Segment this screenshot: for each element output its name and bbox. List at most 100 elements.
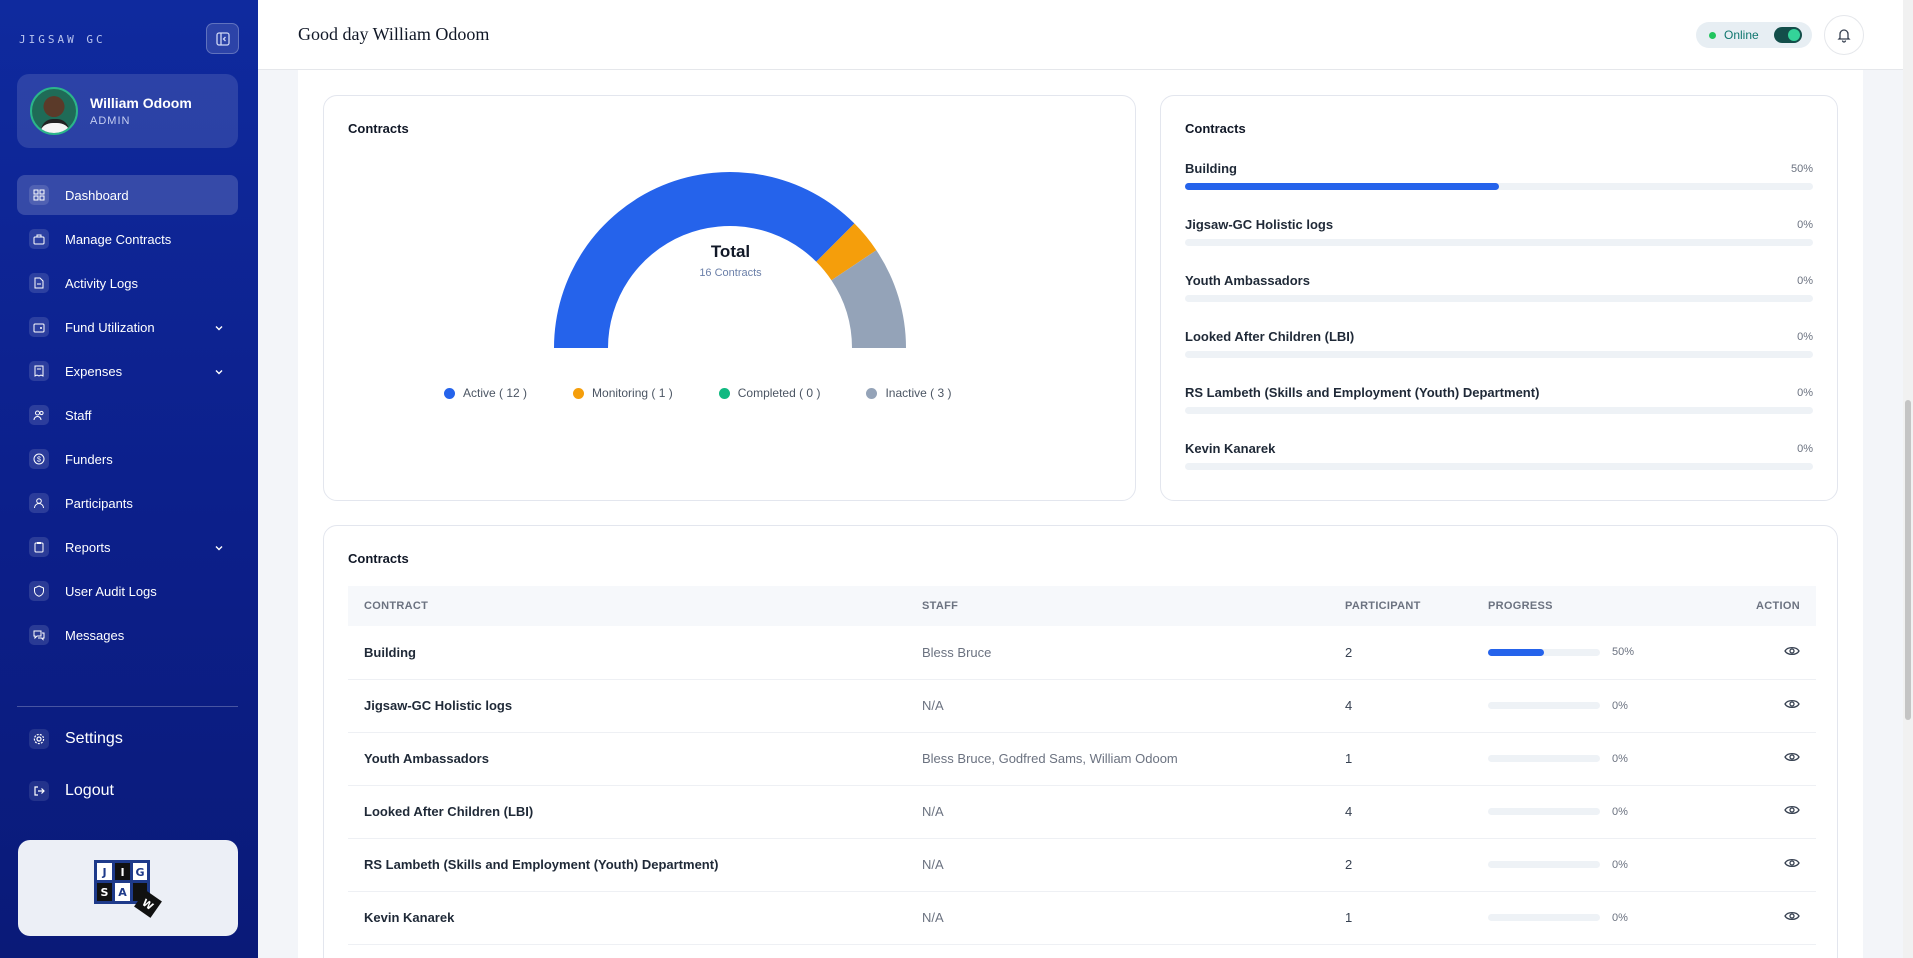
progress-item: Kevin Kanarek 0% [1185,441,1813,470]
users-icon [29,405,49,425]
top-bar: Good day William Odoom Online [258,0,1903,70]
chevron-down-icon [214,365,224,380]
jigsaw-logo: J I G S A W [18,840,238,936]
notifications-button[interactable] [1824,15,1864,55]
online-status-toggle[interactable]: Online [1696,22,1812,48]
donut-slice-active[interactable] [554,172,855,348]
contract-cell: Kevin Kanarek [348,891,906,945]
staff-cell: Bless Bruce [906,626,1329,680]
card-title: Contracts [1185,121,1246,136]
progress-label: Jigsaw-GC Holistic logs [1185,217,1334,232]
sidebar-item-participants[interactable]: Participants [17,483,238,523]
contracts-table-card: Contracts CONTRACT STAFF PARTICIPANT PROGRE… [323,525,1838,958]
column-header-contract: CONTRACT [364,600,429,612]
progress-item: Youth Ambassadors 0% [1185,273,1813,302]
participant-cell: 2 [1329,626,1472,680]
table-row[interactable]: Youth Ambassadors Bless Bruce, Godfred S… [348,732,1816,786]
legend-item[interactable]: Monitoring ( 1 ) [573,386,673,400]
legend-label: Monitoring ( 1 ) [592,386,673,400]
progress-percent: 0% [1612,699,1628,712]
card-title: Contracts [348,121,409,136]
sidebar-item-label: Dashboard [65,187,129,203]
view-eye-icon[interactable] [1784,645,1800,657]
view-eye-icon[interactable] [1784,804,1800,816]
progress-percent: 50% [1612,646,1635,659]
progress-percent: 0% [1797,443,1813,455]
logo-letter: J [101,866,106,879]
progress-track [1185,407,1813,414]
view-eye-icon[interactable] [1784,910,1800,922]
document-icon [29,273,49,293]
jigsaw-puzzle-logo: J I G S A W [94,860,162,918]
sidebar-item-expenses[interactable]: Expenses [17,351,238,391]
view-eye-icon[interactable] [1784,698,1800,710]
settings-label: Settings [65,730,123,747]
scrollbar-thumb[interactable] [1905,400,1911,720]
sidebar-item-funders[interactable]: $ Funders [17,439,238,479]
sidebar-item-manage-contracts[interactable]: Manage Contracts [17,219,238,259]
legend-item[interactable]: Active ( 12 ) [444,386,527,400]
sidebar-item-fund-utilization[interactable]: Fund Utilization [17,307,238,347]
sidebar-item-label: Manage Contracts [65,231,172,247]
online-toggle-switch[interactable] [1774,27,1802,43]
contract-cell: RS Lambeth (Skills and Employment (Youth… [348,838,906,892]
progress-percent: 0% [1797,275,1813,287]
progress-label: Looked After Children (LBI) [1185,329,1355,344]
sidebar-item-label: Reports [65,539,111,555]
legend-item[interactable]: Inactive ( 3 ) [866,386,951,400]
donut-slice-monitoring[interactable] [816,223,877,281]
sidebar-item-dashboard[interactable]: Dashboard [17,175,238,215]
status-dot-icon [1709,31,1716,39]
contracts-table: CONTRACT STAFF PARTICIPANT PROGRESS ACTION B… [348,586,1816,945]
progress-cell: 0% [1472,785,1715,839]
view-eye-icon[interactable] [1784,857,1800,869]
progress-item: Building 50% [1185,161,1813,190]
column-header-action: ACTION [1756,600,1800,612]
table-row[interactable]: RS Lambeth (Skills and Employment (Youth… [348,838,1816,892]
greeting-text: Good day William Odoom [298,24,490,44]
table-row[interactable]: Building Bless Bruce 2 50% [348,626,1816,680]
shield-icon [29,581,49,601]
sidebar-item-settings[interactable]: Settings [29,729,123,749]
sidebar-item-logout[interactable]: Logout [29,781,114,801]
chart-legend: Active ( 12 ) Monitoring ( 1 ) Completed… [444,386,997,400]
sidebar-item-label: Staff [65,407,92,423]
view-eye-icon[interactable] [1784,751,1800,763]
receipt-icon [29,361,49,381]
table-header-row: CONTRACT STAFF PARTICIPANT PROGRESS ACTION [348,586,1816,626]
user-profile-card[interactable]: William Odoom ADMIN [17,74,238,148]
staff-cell: N/A [906,785,1329,839]
donut-slice-inactive[interactable] [831,250,906,348]
legend-dot-icon [866,387,878,399]
clipboard-icon [29,537,49,557]
participant-cell: 4 [1329,785,1472,839]
column-header-participant: PARTICIPANT [1345,600,1421,612]
progress-label: Kevin Kanarek [1185,441,1276,456]
sidebar-item-reports[interactable]: Reports [17,527,238,567]
legend-dot-icon [573,387,585,399]
donut-center-subtitle: 16 Contracts [699,267,762,279]
participant-cell: 1 [1329,891,1472,945]
progress-item: Jigsaw-GC Holistic logs 0% [1185,217,1813,246]
staff-cell: N/A [906,679,1329,733]
legend-item[interactable]: Completed ( 0 ) [718,386,820,400]
sidebar-item-user-audit-logs[interactable]: User Audit Logs [17,571,238,611]
action-cell [1715,891,1816,945]
collapse-sidebar-button[interactable] [206,23,239,54]
chat-icon [29,625,49,645]
progress-percent: 0% [1797,387,1813,399]
participant-cell: 4 [1329,679,1472,733]
logo-letter: G [135,866,144,879]
progress-item: RS Lambeth (Skills and Employment (Youth… [1185,385,1813,414]
participant-cell: 2 [1329,838,1472,892]
progress-track [1185,183,1813,190]
sidebar-item-staff[interactable]: Staff [17,395,238,435]
dollar-icon: $ [29,449,49,469]
gear-icon [29,729,49,749]
sidebar-item-label: Expenses [65,363,123,379]
table-row[interactable]: Looked After Children (LBI) N/A 4 0% [348,785,1816,839]
sidebar-item-activity-logs[interactable]: Activity Logs [17,263,238,303]
sidebar-item-messages[interactable]: Messages [17,615,238,655]
table-row[interactable]: Kevin Kanarek N/A 1 0% [348,891,1816,945]
table-row[interactable]: Jigsaw-GC Holistic logs N/A 4 0% [348,679,1816,733]
